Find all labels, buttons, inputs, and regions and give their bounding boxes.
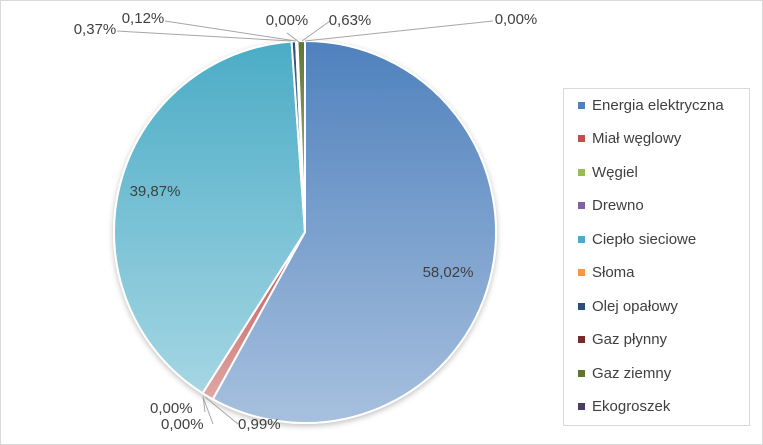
legend-item-7: Olej opałowy bbox=[578, 296, 678, 316]
legend-item-5: Ciepło sieciowe bbox=[578, 229, 696, 249]
legend-swatch bbox=[578, 202, 585, 209]
legend-swatch bbox=[578, 403, 585, 410]
legend-label: Olej opałowy bbox=[592, 297, 678, 315]
legend-swatch bbox=[578, 269, 585, 276]
legend-swatch bbox=[578, 135, 585, 142]
legend-item-9: Gaz ziemny bbox=[578, 363, 671, 383]
leader-line-7 bbox=[116, 30, 292, 42]
legend-item-4: Drewno bbox=[578, 196, 644, 216]
legend-label: Miał węglowy bbox=[592, 130, 682, 147]
pie-slice-5 bbox=[113, 40, 306, 395]
pie-slice-1 bbox=[211, 40, 497, 424]
legend-label: Gaz ziemny bbox=[592, 364, 672, 382]
data-label-5: 39,87% bbox=[130, 183, 181, 200]
legend-item-8: Gaz płynny bbox=[578, 330, 667, 350]
legend-label: Węgiel bbox=[592, 163, 638, 181]
legend-label: Ciepło sieciowe bbox=[592, 230, 697, 248]
leader-line-10 bbox=[304, 20, 494, 42]
legend-label: Słoma bbox=[592, 264, 635, 281]
legend-swatch bbox=[578, 101, 585, 109]
legend-item-1: Energia elektryczna bbox=[578, 95, 724, 115]
legend-item-3: Węgiel bbox=[578, 162, 638, 182]
data-label-1: 58,02% bbox=[423, 264, 474, 281]
data-label-4: 0,00% bbox=[161, 416, 204, 433]
data-label-10: 0,00% bbox=[495, 11, 538, 28]
data-label-2: 0,99% bbox=[238, 416, 281, 433]
legend-swatch bbox=[578, 302, 585, 310]
leader-line-8 bbox=[164, 20, 297, 42]
legend-label: Ekogroszek bbox=[592, 398, 671, 415]
data-label-6: 0,00% bbox=[266, 12, 309, 29]
leader-line-4 bbox=[202, 396, 214, 425]
legend-label: Drewno bbox=[592, 197, 644, 214]
legend-swatch bbox=[578, 369, 585, 377]
data-label-7: 0,37% bbox=[74, 21, 117, 38]
leader-line-2 bbox=[204, 396, 239, 425]
data-label-9: 0,63% bbox=[329, 12, 372, 29]
legend-item-10: Ekogroszek bbox=[578, 397, 670, 417]
leader-line-9 bbox=[301, 20, 331, 42]
data-label-8: 0,12% bbox=[122, 10, 165, 27]
data-label-3: 0,00% bbox=[150, 400, 193, 417]
legend-label: Gaz płynny bbox=[592, 331, 668, 348]
legend-swatch bbox=[578, 336, 585, 343]
legend-item-6: Słoma bbox=[578, 263, 635, 283]
legend-item-2: Miał węglowy bbox=[578, 129, 681, 149]
chart-legend: Energia elektryczna Miał węglowy Węgiel Dre… bbox=[563, 88, 750, 426]
legend-label: Energia elektryczna bbox=[592, 96, 724, 114]
legend-swatch bbox=[578, 235, 585, 243]
leader-line-6 bbox=[286, 32, 300, 43]
legend-swatch bbox=[578, 168, 585, 176]
